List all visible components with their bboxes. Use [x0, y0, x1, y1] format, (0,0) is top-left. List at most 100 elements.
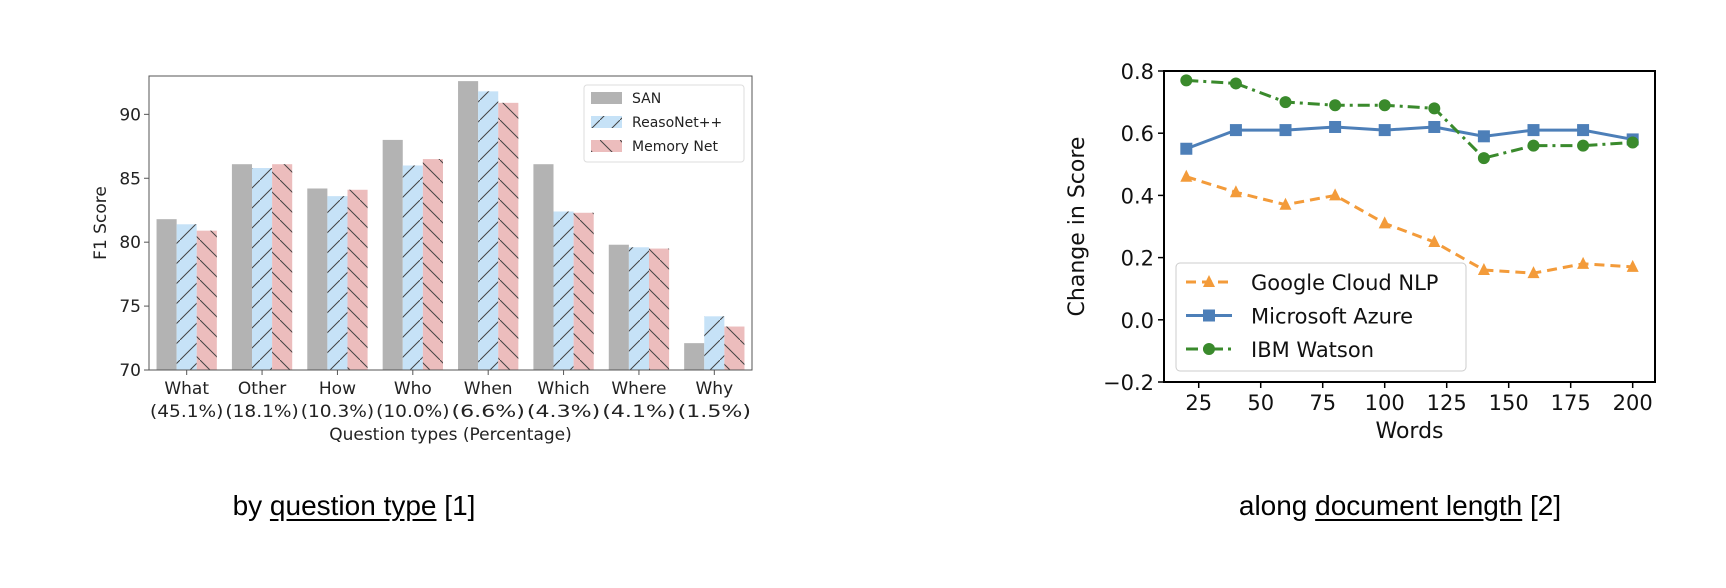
question-type-link[interactable]: question type — [269, 490, 437, 521]
data-point — [1428, 235, 1441, 248]
x-tick-label: 175 — [1551, 391, 1591, 415]
data-point — [1378, 124, 1391, 137]
x-tick-sublabel: (4.3%) — [527, 402, 600, 422]
x-tick-label: What — [164, 379, 209, 399]
bar-san-how — [307, 188, 328, 370]
bar-san-why — [684, 343, 705, 370]
legend-box — [583, 84, 745, 163]
data-point — [1527, 124, 1540, 137]
x-tick-label: How — [319, 379, 356, 399]
data-point — [1428, 102, 1441, 115]
data-point — [1378, 216, 1391, 229]
series-line — [1185, 125, 1633, 151]
legend-swatch-hatch — [591, 140, 622, 152]
x-axis-label: Words — [1375, 419, 1443, 444]
x-tick-label: 75 — [1309, 391, 1336, 415]
legend-label: Memory Net — [632, 139, 718, 155]
plot-frame — [1163, 70, 1656, 383]
bar-san-when — [458, 81, 479, 371]
bar-san-other — [231, 164, 253, 370]
series-microsoft-azure — [1180, 120, 1639, 155]
y-tick-label: 0.8 — [1121, 60, 1154, 84]
data-point — [1527, 266, 1540, 279]
x-tick-label: Where — [611, 379, 666, 399]
x-tick-label: 50 — [1247, 391, 1274, 415]
legend-label: SAN — [632, 91, 661, 107]
data-point — [1329, 120, 1342, 133]
y-tick-label: 90 — [119, 105, 141, 125]
bar-hatch — [327, 196, 348, 370]
legend: Google Cloud NLP Microsoft Azure IBM Watso… — [1175, 262, 1467, 372]
data-point — [1279, 96, 1292, 109]
bar-hatch — [704, 316, 725, 370]
document-length-link[interactable]: document length — [1315, 490, 1523, 521]
legend-marker — [1203, 309, 1215, 322]
data-point — [1477, 152, 1490, 165]
caption-ref: [1] — [436, 490, 476, 521]
caption-ref: [2] — [1522, 490, 1562, 521]
data-point — [1577, 139, 1590, 152]
x-tick-label: 125 — [1427, 391, 1467, 415]
legend-swatch-hatch — [591, 116, 622, 128]
data-point — [1229, 124, 1242, 137]
x-tick-sublabel: (1.5%) — [678, 402, 751, 422]
legend-label: Google Cloud NLP — [1251, 271, 1438, 295]
y-tick-label: 0.2 — [1121, 247, 1154, 271]
data-point — [1577, 256, 1590, 269]
data-point — [1329, 99, 1342, 112]
data-point — [1477, 130, 1490, 143]
series-line — [1186, 78, 1633, 160]
bar-hatch — [573, 212, 594, 370]
x-tick-label: 100 — [1365, 391, 1405, 415]
x-tick-label: 200 — [1613, 391, 1653, 415]
data-point — [1279, 124, 1292, 137]
bar-san-what — [156, 219, 177, 370]
legend-label: IBM Watson — [1251, 338, 1374, 362]
y-axis-label: Change in Score — [1065, 137, 1090, 317]
plot-frame — [148, 75, 753, 371]
y-axis-label: F1 Score — [91, 186, 111, 260]
data-point — [1626, 136, 1639, 149]
y-tick-label: −0.2 — [1103, 371, 1154, 395]
legend-swatch-0 — [591, 92, 622, 104]
x-tick-label: Who — [394, 379, 432, 399]
bar-hatch — [724, 326, 745, 370]
x-tick-label: 25 — [1185, 391, 1212, 415]
bar-hatch — [176, 224, 197, 370]
legend-marker — [1203, 343, 1215, 355]
bar-hatch — [422, 159, 443, 370]
x-tick-sublabel: (4.1%) — [602, 402, 675, 422]
x-tick-sublabel: (45.1%) — [150, 402, 223, 422]
bar-chart-f1-by-question-type: 70 75 80 85 90 What (45.1%) Other (18.1%) How (10.… — [91, 75, 753, 445]
legend-label: ReasoNet++ — [632, 115, 722, 131]
data-point — [1527, 139, 1540, 152]
x-tick-sublabel: (10.0%) — [376, 402, 449, 422]
legend-box — [1175, 262, 1467, 372]
data-point — [1229, 77, 1242, 90]
data-point — [1180, 74, 1193, 87]
y-tick-label: 80 — [119, 233, 141, 253]
bar-hatch — [628, 247, 649, 370]
data-point — [1577, 124, 1590, 137]
y-tick-label: 75 — [119, 297, 141, 317]
x-tick-sublabel: (18.1%) — [225, 402, 298, 422]
bar-san-where — [608, 244, 629, 370]
data-point — [1279, 197, 1292, 210]
x-tick-label: When — [464, 379, 513, 399]
bar-hatch — [272, 164, 293, 370]
bar-san-which — [533, 164, 554, 370]
data-point — [1626, 259, 1639, 272]
y-tick-label: 0.6 — [1121, 122, 1154, 146]
data-point — [1180, 169, 1193, 182]
data-point — [1477, 263, 1490, 276]
y-tick-label: 0.4 — [1121, 184, 1154, 208]
legend: SAN ReasoNet++ Memory Net — [583, 84, 745, 163]
bar-hatch — [478, 91, 499, 371]
x-tick-label: 150 — [1489, 391, 1529, 415]
x-tick-label: Other — [238, 379, 286, 399]
x-tick-sublabel: (10.3%) — [301, 402, 374, 422]
bar-hatch — [252, 168, 273, 370]
x-tick-sublabel: (6.6%) — [452, 402, 525, 422]
data-point — [1229, 185, 1242, 198]
